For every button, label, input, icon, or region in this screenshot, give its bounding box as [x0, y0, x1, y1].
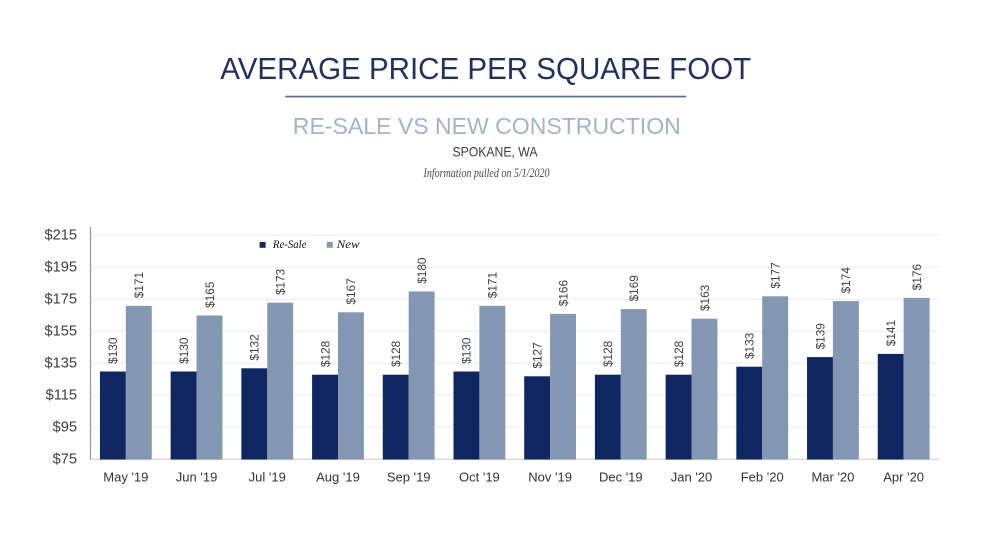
svg-text:$175: $175	[45, 292, 77, 308]
svg-text:Information pulled on 5/1/2020: Information pulled on 5/1/2020	[423, 166, 550, 180]
svg-text:$132: $132	[248, 334, 262, 360]
svg-text:Re-Sale: Re-Sale	[272, 239, 307, 251]
svg-text:Jul '19: Jul '19	[249, 470, 286, 485]
svg-text:Apr '20: Apr '20	[883, 470, 924, 485]
svg-text:Sep '19: Sep '19	[387, 470, 431, 485]
svg-text:$215: $215	[45, 228, 77, 244]
svg-text:$177: $177	[768, 262, 782, 288]
svg-text:$166: $166	[556, 280, 570, 307]
svg-text:Mar '20: Mar '20	[811, 470, 854, 485]
svg-text:$169: $169	[627, 275, 641, 301]
svg-text:$171: $171	[486, 272, 500, 298]
svg-text:$163: $163	[698, 284, 712, 311]
svg-text:Jan '20: Jan '20	[671, 470, 713, 485]
svg-text:$171: $171	[132, 272, 146, 298]
svg-text:Aug '19: Aug '19	[316, 470, 360, 485]
svg-text:Dec '19: Dec '19	[599, 470, 643, 485]
svg-text:$128: $128	[318, 340, 332, 367]
svg-text:$141: $141	[884, 320, 898, 346]
svg-text:Oct '19: Oct '19	[459, 470, 500, 485]
svg-text:$128: $128	[672, 340, 686, 367]
svg-text:$195: $195	[45, 260, 77, 276]
svg-text:$128: $128	[601, 340, 615, 367]
svg-text:New: New	[335, 239, 359, 251]
svg-text:SPOKANE, WA: SPOKANE, WA	[453, 145, 539, 160]
svg-text:$128: $128	[389, 340, 403, 367]
svg-text:$133: $133	[743, 332, 757, 359]
svg-text:RE-SALE VS NEW CONSTRUCTION: RE-SALE VS NEW CONSTRUCTION	[293, 113, 681, 139]
svg-text:$130: $130	[106, 337, 120, 364]
svg-text:$135: $135	[45, 356, 77, 372]
svg-text:$174: $174	[839, 267, 853, 294]
svg-text:May '19: May '19	[103, 470, 148, 485]
svg-text:$127: $127	[530, 342, 544, 368]
svg-text:$155: $155	[45, 324, 77, 340]
svg-text:Jun '19: Jun '19	[176, 470, 218, 485]
svg-text:$130: $130	[177, 337, 191, 364]
svg-text:$167: $167	[344, 278, 358, 304]
svg-text:$173: $173	[274, 268, 288, 295]
svg-text:AVERAGE PRICE PER SQUARE FOOT: AVERAGE PRICE PER SQUARE FOOT	[220, 52, 751, 86]
svg-text:Feb '20: Feb '20	[741, 470, 784, 485]
svg-text:$165: $165	[203, 281, 217, 308]
svg-text:$95: $95	[53, 420, 77, 436]
svg-text:$180: $180	[415, 257, 429, 284]
svg-text:Nov '19: Nov '19	[528, 470, 572, 485]
svg-text:$176: $176	[910, 264, 924, 291]
svg-text:$75: $75	[53, 452, 77, 468]
svg-text:$115: $115	[46, 388, 77, 404]
svg-text:$139: $139	[813, 323, 827, 349]
svg-text:$130: $130	[460, 337, 474, 364]
